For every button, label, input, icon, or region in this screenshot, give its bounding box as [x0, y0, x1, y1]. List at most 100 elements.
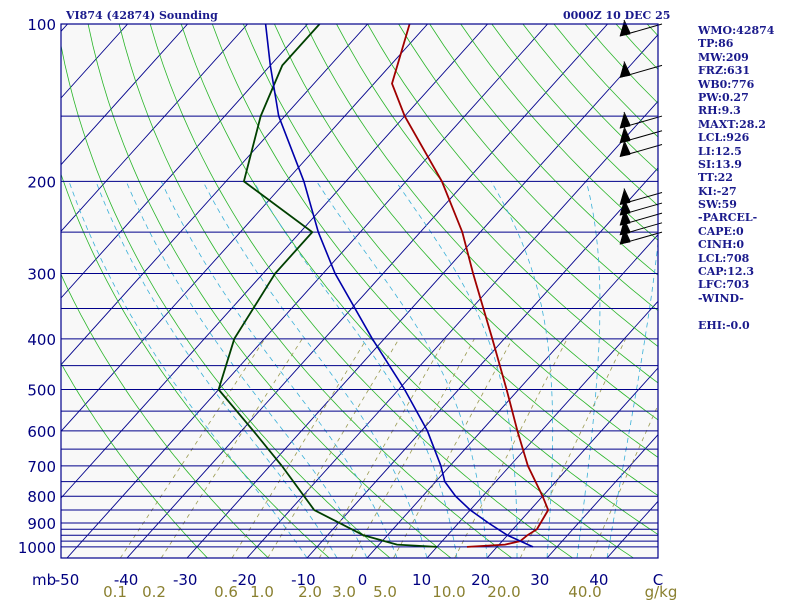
pressure-tick-label: 600: [27, 423, 56, 441]
isotherm-line: [61, 24, 188, 166]
temperature-tick-label: -50: [55, 571, 80, 589]
dry-adiabat: [367, 24, 658, 348]
moist-adiabat: [95, 181, 338, 558]
index-line: LFC:703: [698, 278, 750, 292]
index-line: LCL:708: [698, 251, 750, 265]
index-line: PW:0.27: [698, 90, 749, 104]
index-line: FRZ:631: [698, 64, 751, 78]
mixing-ratio-line: [318, 338, 446, 558]
wind-barb-feather: [623, 111, 631, 126]
isotherm-line: [61, 24, 488, 499]
isotherm-line: [61, 24, 308, 299]
mixing-ratio-line: [454, 338, 568, 558]
wind-barb-feather: [623, 218, 631, 233]
isotherm-line: [426, 300, 658, 558]
pressure-tick-label: 500: [27, 382, 56, 400]
wind-barb: [619, 111, 663, 129]
moist-adiabat: [68, 181, 308, 558]
dry-adiabat: [149, 24, 573, 558]
dry-adiabat: [118, 24, 512, 558]
temperature-tick-label: -40: [114, 571, 139, 589]
mixing-ratio-label: 3.0: [332, 583, 356, 600]
temperature-tick-label: -30: [173, 571, 198, 589]
thermodynamic-grid: [0, 24, 658, 558]
dry-adiabat: [336, 24, 658, 384]
sounding-profiles: [217, 24, 550, 548]
mixing-ratio-line: [160, 338, 303, 558]
index-line: WB0:776: [698, 77, 755, 91]
mixing-ratio-line: [393, 338, 513, 558]
dry-adiabat: [242, 24, 658, 497]
pressure-tick-label: 700: [27, 458, 56, 476]
pressure-unit-label: mb: [32, 571, 56, 589]
isotherm-line: [186, 33, 658, 558]
dry-adiabat: [274, 24, 658, 458]
mixing-ratio-line: [350, 338, 475, 558]
dry-adiabat: [211, 24, 658, 535]
temperature-profile: [391, 24, 550, 548]
pressure-tick-label: 300: [27, 265, 56, 283]
wind-barb-feather: [623, 208, 631, 223]
pressure-tick-label: 1000: [18, 539, 56, 557]
wind-barb: [619, 140, 663, 157]
sounding-indices-panel: WMO:42874 TP:86 MW:209 FRZ:631 WB0:776 PW:0.2…: [698, 24, 774, 332]
isotherm-line: [61, 24, 248, 233]
temperature-tick-label: 20: [471, 571, 490, 589]
index-line: KI:-27: [698, 184, 737, 198]
wind-barb-feather: [623, 140, 631, 154]
dry-adiabat: [61, 273, 269, 558]
dry-adiabat: [61, 43, 391, 558]
temperature-tick-label: -20: [232, 571, 257, 589]
index-line: MAXT:28.2: [698, 117, 766, 131]
wind-barb: [619, 19, 663, 37]
wind-barbs: [619, 19, 663, 245]
mixing-ratio-label: 40.0: [568, 583, 601, 600]
dry-adiabat: [398, 24, 658, 312]
plot-area: [61, 24, 658, 558]
mixing-ratio-label: g/kg: [645, 583, 678, 600]
mixing-ratio-line: [267, 338, 400, 558]
index-line: LI:12.5: [698, 144, 742, 158]
plot-border: [60, 23, 659, 559]
isotherm-line: [486, 367, 658, 558]
index-line: CAPE:0: [698, 224, 744, 238]
moist-adiabat: [576, 181, 601, 558]
wind-barb-feather: [623, 188, 631, 202]
index-line: -WIND-: [698, 291, 744, 305]
mixing-ratio-line: [519, 338, 626, 558]
index-line: [698, 305, 774, 318]
index-line: LCL:926: [698, 131, 750, 145]
index-line: TT:22: [698, 171, 733, 185]
index-line: RH:9.3: [698, 104, 741, 118]
index-line: EHI:-0.0: [698, 318, 750, 332]
wind-barb-flag: [619, 141, 631, 157]
temperature-tick-label: 0: [358, 571, 368, 589]
isotherm-line: [546, 433, 658, 558]
dry-adiabat: [180, 24, 634, 558]
mixing-ratio-label: 20.0: [487, 583, 520, 600]
isotherm-line: [66, 24, 548, 558]
moist-adiabat: [316, 181, 488, 558]
wind-barb-feather: [623, 19, 631, 34]
wind-barb-feather: [623, 61, 631, 75]
wind-barb-flag: [619, 62, 631, 78]
index-line: WMO:42874: [698, 24, 775, 37]
mixing-ratio-label: 1.0: [250, 583, 274, 600]
index-line: SI:13.9: [698, 157, 742, 171]
wind-barb: [619, 61, 663, 78]
mixing-ratio-label: 0.6: [214, 583, 238, 600]
isotherm-line: [0, 24, 8, 558]
index-line: CAP:12.3: [698, 265, 755, 279]
dry-adiabat: [305, 24, 658, 421]
index-line: CINH:0: [698, 238, 745, 252]
wind-barb: [619, 227, 663, 245]
station-title: VI874 (42874) Sounding: [66, 9, 218, 22]
wind-barb-feather: [623, 198, 631, 213]
wind-barb-feather: [623, 126, 631, 140]
isotherm-line: [366, 233, 658, 558]
index-line: -PARCEL-: [698, 211, 758, 225]
index-line: MW:209: [698, 50, 749, 64]
temperature-tick-label: -10: [291, 571, 316, 589]
